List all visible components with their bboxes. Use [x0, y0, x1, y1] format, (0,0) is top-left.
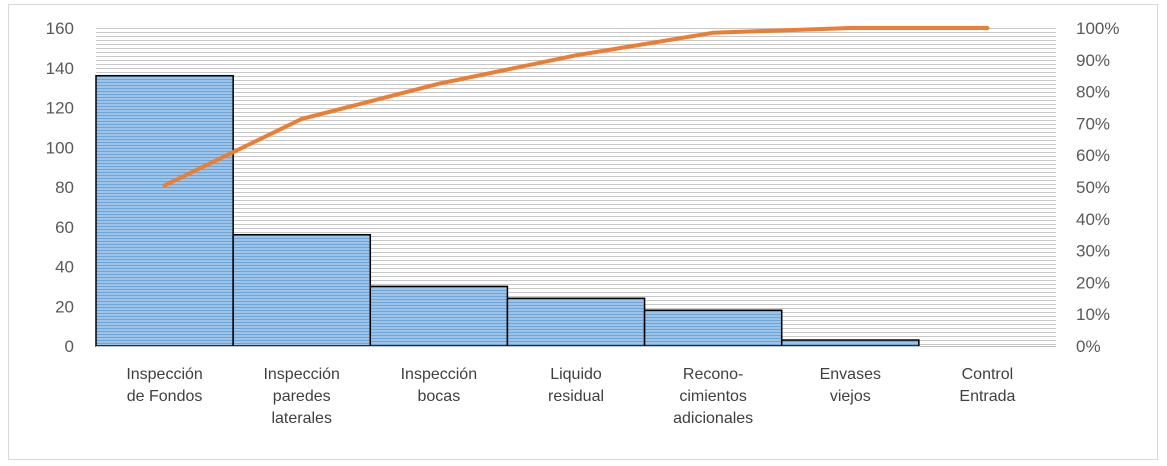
x-category-label: Recono- — [683, 366, 743, 383]
x-category-label: cimientos — [679, 388, 747, 405]
y-left-tick-label: 60 — [55, 218, 74, 237]
labels: 0 20 40 60 80 100 120 140 160 0% 10% 20% 30% 40% 50% 60… — [46, 19, 1120, 427]
x-category-label: residual — [548, 388, 604, 405]
y-left-tick-label: 160 — [46, 19, 74, 38]
y-left-tick-label: 80 — [55, 178, 74, 197]
y-right-tick-label: 10% — [1076, 305, 1110, 324]
x-category-label: de Fondos — [127, 388, 203, 405]
x-category-label: Control — [962, 366, 1014, 383]
x-category-label: Entrada — [959, 388, 1015, 405]
bar-fill — [781, 340, 919, 346]
y-right-tick-label: 70% — [1076, 114, 1110, 133]
bar-fill — [233, 234, 371, 346]
x-category-label: viejos — [830, 388, 871, 405]
y-left-tick-label: 140 — [46, 59, 74, 78]
bar — [780, 339, 920, 347]
x-category-label: adicionales — [673, 410, 753, 427]
bar — [506, 297, 646, 347]
bar — [643, 309, 783, 347]
bar-fill — [370, 286, 508, 346]
y-right-tick-label: 90% — [1076, 51, 1110, 70]
bar — [369, 285, 509, 347]
y-right-tick-label: 50% — [1076, 178, 1110, 197]
y-left-tick-label: 40 — [55, 258, 74, 277]
x-category-label: Liquido — [550, 366, 602, 383]
y-right-tick-label: 30% — [1076, 242, 1110, 261]
y-left-tick-label: 100 — [46, 138, 74, 157]
y-right-tick-label: 0% — [1076, 337, 1101, 356]
bars — [95, 74, 920, 347]
cumulative-line — [162, 26, 990, 188]
cumulative-percent-line — [162, 26, 990, 188]
x-category-label: Inspección — [126, 366, 203, 383]
y-right-tick-label: 80% — [1076, 83, 1110, 102]
y-right-tick-label: 20% — [1076, 273, 1110, 292]
x-category-label: laterales — [271, 410, 331, 427]
y-left-tick-label: 20 — [55, 297, 74, 316]
y-left-tick-label: 120 — [46, 99, 74, 118]
y-right-tick-label: 40% — [1076, 210, 1110, 229]
y-right-tick-label: 60% — [1076, 146, 1110, 165]
bar-fill — [644, 310, 782, 346]
x-category-label: Envases — [820, 366, 881, 383]
x-category-label: paredes — [273, 388, 331, 405]
bar-fill — [96, 75, 234, 346]
bar — [95, 74, 234, 347]
x-category-label: Inspección — [401, 366, 478, 383]
bar — [232, 233, 372, 347]
x-category-label: Inspección — [263, 366, 340, 383]
y-left-tick-label: 0 — [65, 337, 74, 356]
x-category-label: bocas — [418, 388, 461, 405]
y-right-tick-label: 100% — [1076, 19, 1119, 38]
